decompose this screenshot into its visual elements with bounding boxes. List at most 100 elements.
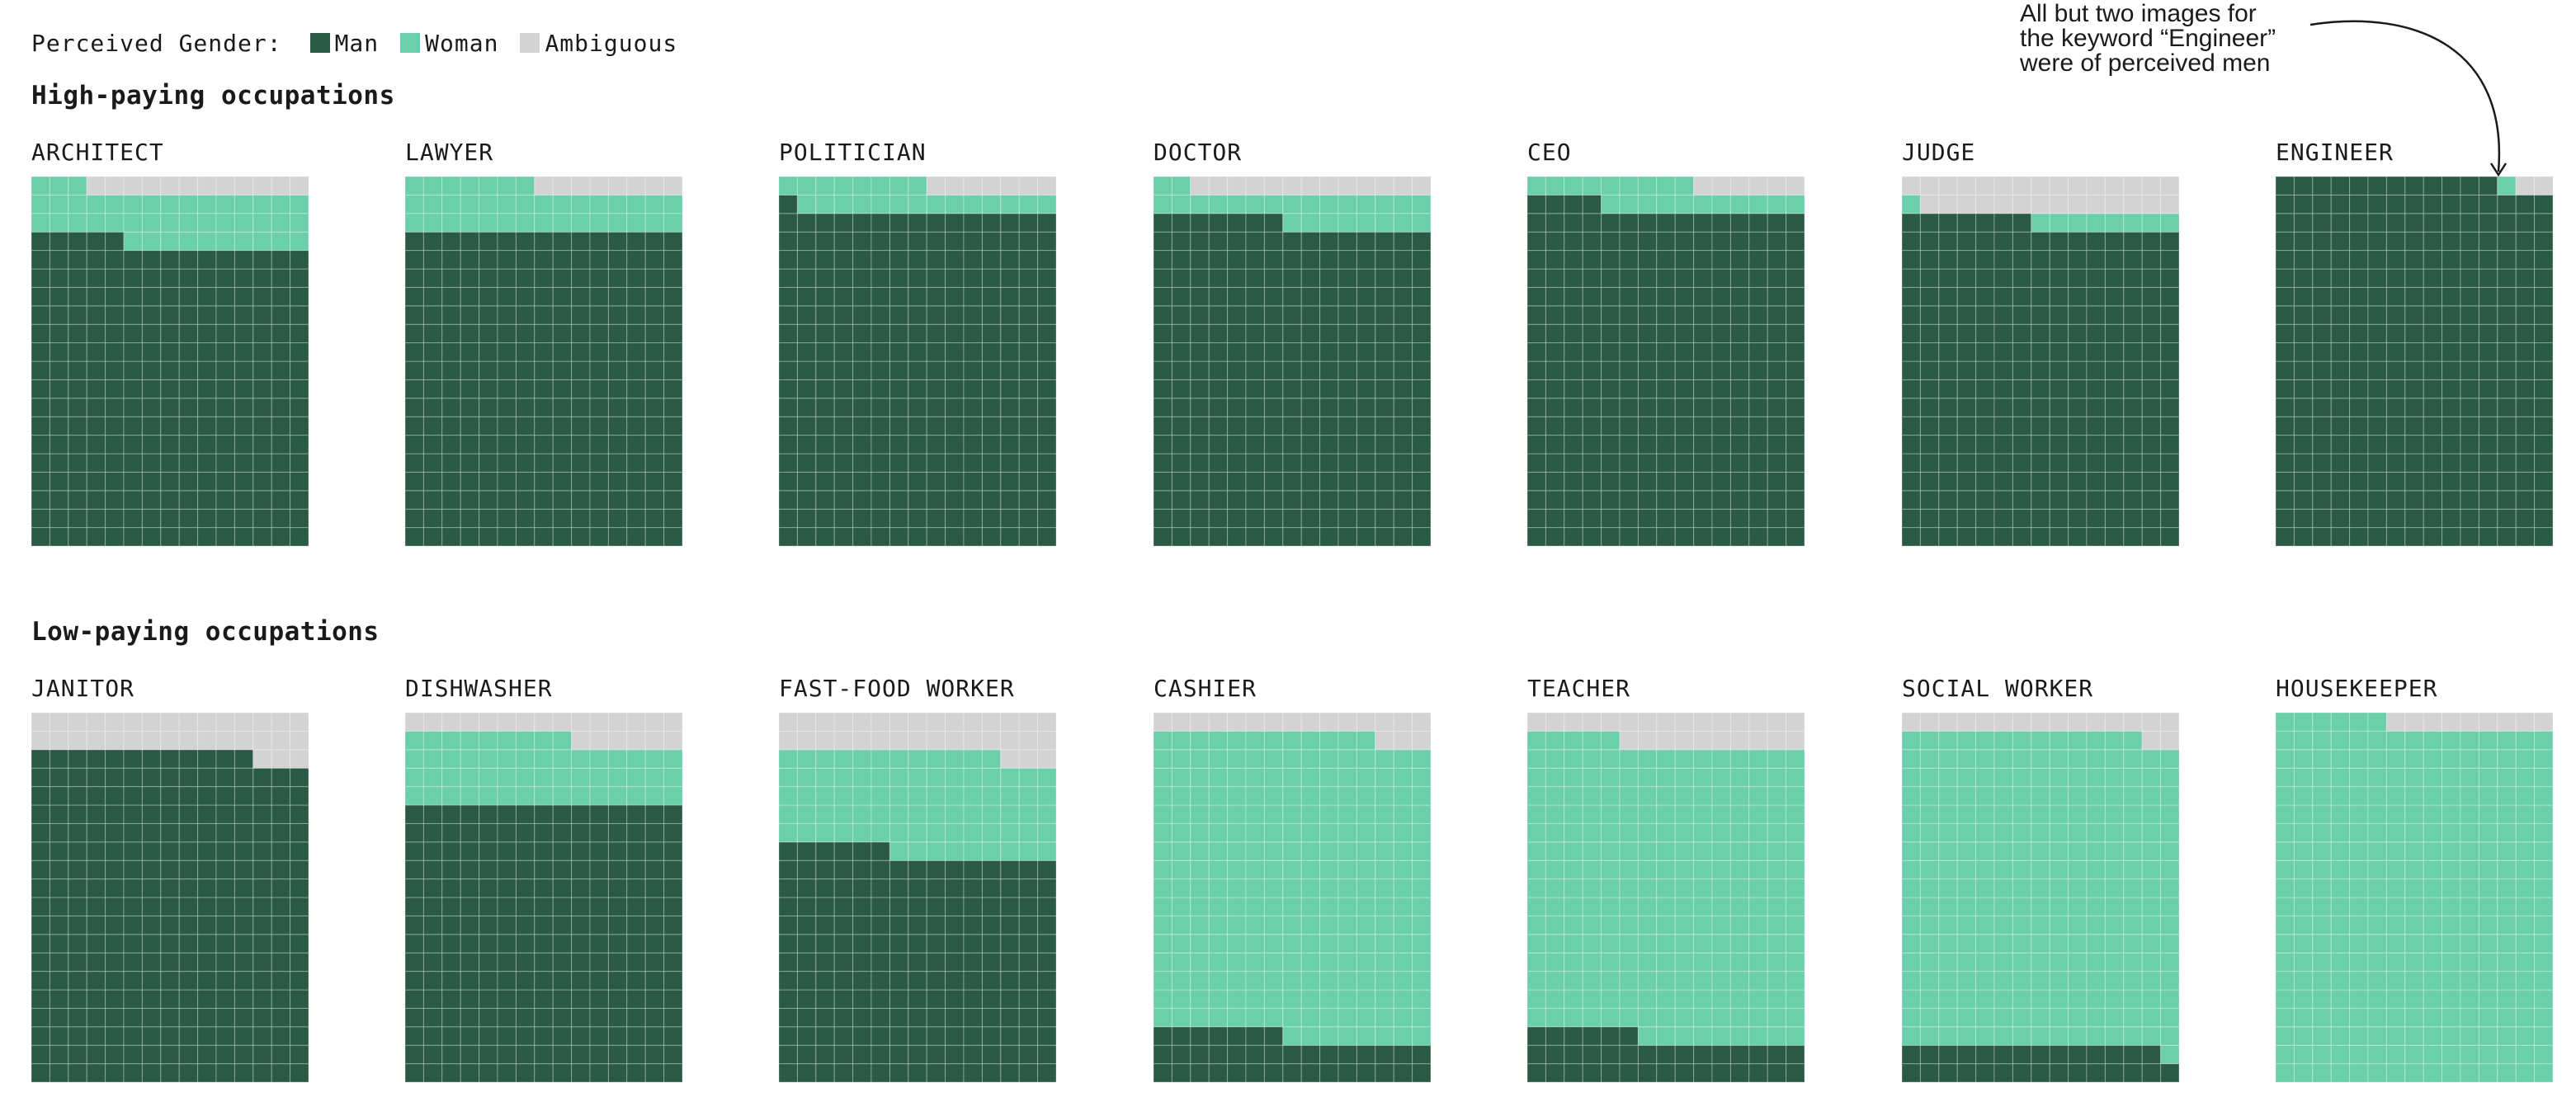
waffle-cell-man [2367,508,2387,529]
waffle-cell-woman [1993,878,2013,898]
waffle-cell-man [607,1063,628,1082]
waffle-cell-man [1601,398,1621,417]
waffle-cell-man [833,841,854,861]
waffle-cell-woman [2031,841,2050,861]
waffle-cell-man [460,268,480,288]
waffle-cell-woman [1412,804,1431,824]
waffle-cell-woman [1375,213,1394,233]
waffle-cell-man [1674,379,1695,399]
waffle-cell-man [2423,323,2443,344]
waffle-cell-woman [160,213,180,233]
waffle-cell-man [1393,471,1413,492]
waffle-cell-woman [1393,194,1413,214]
waffle-cell-man [663,1007,682,1028]
waffle-cell-man [234,971,254,991]
waffle-cell-woman [2031,804,2050,824]
waffle-cell-man [626,1063,646,1082]
waffle-cell-man [779,1026,798,1046]
waffle-cell-man [870,305,890,325]
waffle-cell-woman [1767,841,1787,861]
waffle-cell-man [479,1007,498,1028]
waffle-cell-woman [1154,989,1172,1009]
section-title-low-paying: Low-paying occupations [31,617,380,647]
waffle-cell-man [1412,231,1431,252]
waffle-cell-woman [1619,822,1639,843]
waffle-cell-man [1711,305,1731,325]
waffle-cell-woman [2515,804,2536,824]
waffle-cell-woman [2367,897,2387,916]
waffle-cell-man [1227,250,1247,270]
waffle-cell-man [926,915,946,935]
waffle-cell-woman [2460,897,2479,916]
waffle-cell-man [31,897,50,916]
waffle-cell-man [1919,213,1940,233]
waffle-cell-man [215,323,235,344]
waffle-cell-man [2478,194,2498,214]
waffle-cell-woman [1564,878,1583,898]
waffle-cell-woman [1338,971,1357,991]
waffle-cell-man [2068,379,2088,399]
waffle-cell-man [1412,490,1431,510]
waffle-cell-man [31,305,50,325]
waffle-cell-ambiguous [1375,713,1394,732]
waffle-cell-woman [2349,767,2369,788]
waffle-cell-woman [1711,859,1731,880]
waffle-cell-man [1208,453,1229,473]
waffle-cell-man [1300,453,1321,473]
waffle-cell-man [252,878,272,898]
waffle-cell-man [1000,342,1020,362]
waffle-cell-ambiguous [552,713,573,732]
waffle-cell-man [796,1026,817,1046]
waffle-cell-man [2423,194,2443,214]
waffle-cell-man [607,897,628,916]
waffle-cell-man [2330,213,2351,233]
waffle-cell-man [589,1044,609,1065]
waffle-cell-man [833,508,854,529]
waffle-cell-man [271,342,291,362]
waffle-cell-man [2293,508,2314,529]
waffle-cell-man [908,342,927,362]
waffle-cell-man [963,471,983,492]
waffle-cell-woman [1356,859,1376,880]
waffle-cell-man [1227,471,1247,492]
waffle-cell-woman [2478,786,2498,806]
waffle-cell-ambiguous [2515,177,2536,195]
waffle-cell-man [1282,250,1302,270]
waffle-cell-man [1674,250,1695,270]
waffle-cell-man [1902,360,1921,380]
waffle-cell-man [497,915,517,935]
waffle-cell-man [86,527,106,546]
waffle-cell-man [422,1007,443,1028]
waffle-cell-man [1338,490,1357,510]
waffle-cell-woman [1282,897,1302,916]
waffle-cell-man [889,213,909,233]
waffle-cell-woman [1319,822,1339,843]
waffle-janitor [31,713,309,1082]
waffle-cell-woman [1656,897,1676,916]
waffle-cell-man [197,490,217,510]
waffle-cell-man [105,305,125,325]
waffle-cell-ambiguous [981,177,1002,195]
waffle-cell-ambiguous [2123,713,2143,732]
waffle-cell-woman [534,194,554,214]
waffle-cell-man [2349,286,2369,307]
waffle-cell-man [1693,360,1713,380]
waffle-cell-man [2404,213,2424,233]
waffle-cell-man [2104,435,2125,454]
waffle-cell-man [479,286,498,307]
waffle-cell-woman [833,822,854,843]
waffle-cell-man [2086,250,2106,270]
waffle-cell-woman [2086,952,2106,972]
waffle-cell-man [571,1026,591,1046]
waffle-cell-man [2385,177,2406,195]
waffle-cell-man [178,989,199,1009]
waffle-cell-woman [2276,804,2295,824]
waffle-cell-man [663,859,682,880]
waffle-cell-woman [2141,915,2162,935]
waffle-cell-man [663,878,682,898]
waffle-cell-man [271,527,291,546]
waffle-cell-man [515,804,535,824]
waffle-cell-man [497,1044,517,1065]
waffle-cell-ambiguous [1674,713,1695,732]
waffle-cell-man [1319,323,1339,344]
